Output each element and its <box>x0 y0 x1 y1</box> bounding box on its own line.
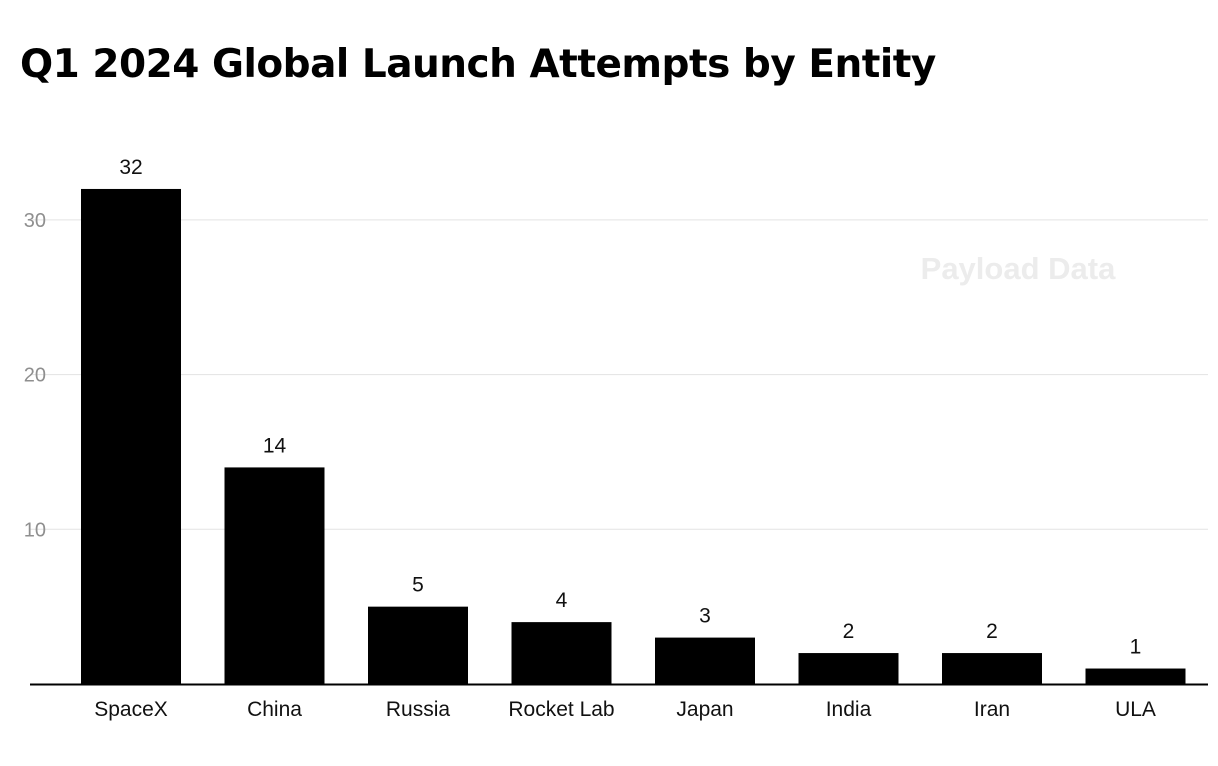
x-tick-label: Rocket Lab <box>508 698 614 721</box>
bars <box>81 188 1186 684</box>
bar-ula <box>1085 668 1186 684</box>
bar-iran <box>942 653 1042 684</box>
bar-spacex <box>81 188 181 684</box>
bar-russia <box>368 606 468 684</box>
x-tick-label: Russia <box>386 698 451 721</box>
bar-china <box>224 467 325 684</box>
x-tick-label: Japan <box>676 698 733 721</box>
x-tick-label: ULA <box>1115 698 1156 721</box>
bar-rocket-lab <box>511 622 612 684</box>
y-tick-label: 20 <box>24 365 46 387</box>
data-label: 14 <box>263 434 287 457</box>
data-label: 32 <box>119 156 142 179</box>
x-tick-label: India <box>826 698 872 721</box>
data-label: 2 <box>986 620 998 643</box>
data-label: 1 <box>1130 636 1142 659</box>
y-tick-label: 30 <box>24 210 46 232</box>
x-tick-label: Iran <box>974 698 1010 721</box>
watermark-text: Payload Data <box>921 251 1116 286</box>
data-label: 5 <box>412 574 424 597</box>
y-axis-ticks: 10 20 30 <box>24 210 46 541</box>
bar-japan <box>655 637 755 684</box>
x-axis-ticks: SpaceX China Russia Rocket Lab Japan India Ira… <box>94 698 1156 721</box>
x-tick-label: China <box>247 698 302 721</box>
data-label: 3 <box>699 605 711 628</box>
bar-india <box>798 653 899 684</box>
y-tick-label: 10 <box>24 519 46 541</box>
x-tick-label: SpaceX <box>94 698 168 721</box>
data-label: 2 <box>843 620 855 643</box>
chart-title: Q1 2024 Global Launch Attempts by Entity <box>20 42 936 87</box>
data-label: 4 <box>556 589 568 612</box>
